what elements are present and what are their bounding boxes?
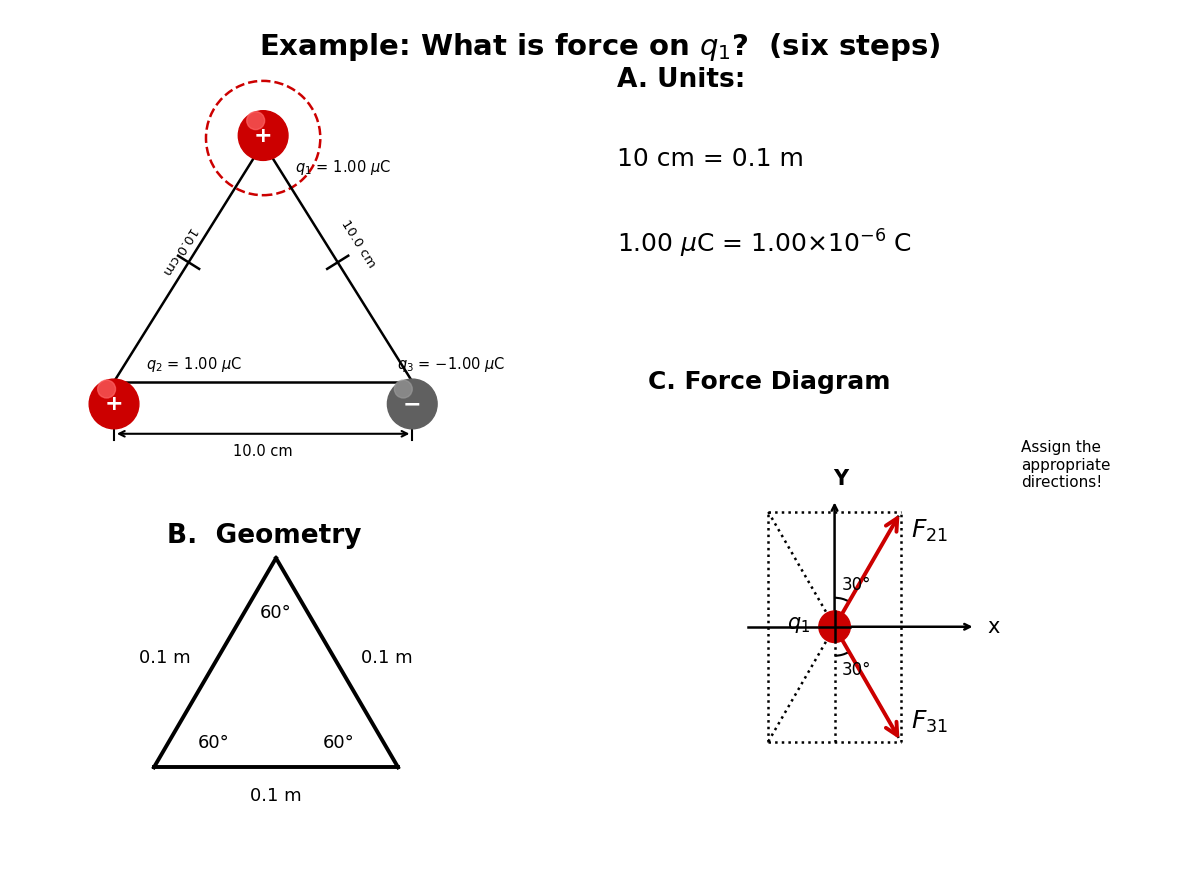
Text: 0.1 m: 0.1 m bbox=[361, 650, 413, 667]
Text: Y: Y bbox=[833, 469, 848, 489]
Text: 30°: 30° bbox=[842, 576, 871, 595]
Text: C. Force Diagram: C. Force Diagram bbox=[648, 370, 890, 394]
Text: $F_{21}$: $F_{21}$ bbox=[911, 518, 948, 544]
Text: 30°: 30° bbox=[842, 661, 871, 679]
Text: $q_3$ = −1.00 $\mu$C: $q_3$ = −1.00 $\mu$C bbox=[397, 355, 505, 374]
Text: 10.0 cm: 10.0 cm bbox=[160, 225, 199, 277]
Circle shape bbox=[818, 611, 851, 643]
Text: 60°: 60° bbox=[260, 603, 292, 622]
Text: $q_2$ = 1.00 $\mu$C: $q_2$ = 1.00 $\mu$C bbox=[146, 355, 242, 374]
Text: 1.00 $\mu$C = 1.00$\times$10$^{-6}$ C: 1.00 $\mu$C = 1.00$\times$10$^{-6}$ C bbox=[617, 228, 912, 260]
Text: 60°: 60° bbox=[323, 734, 354, 752]
Circle shape bbox=[395, 380, 413, 398]
Text: 0.1 m: 0.1 m bbox=[250, 787, 302, 805]
Circle shape bbox=[239, 111, 288, 160]
Circle shape bbox=[89, 379, 139, 429]
Circle shape bbox=[388, 379, 437, 429]
Text: Assign the
appropriate
directions!: Assign the appropriate directions! bbox=[1021, 440, 1110, 490]
Text: +: + bbox=[254, 126, 272, 146]
Text: 10 cm = 0.1 m: 10 cm = 0.1 m bbox=[617, 147, 804, 172]
Text: x: x bbox=[988, 617, 1001, 637]
Text: 10.0 cm: 10.0 cm bbox=[338, 218, 378, 270]
Text: 10.0 cm: 10.0 cm bbox=[233, 444, 293, 459]
Text: $F_{31}$: $F_{31}$ bbox=[911, 709, 948, 735]
Text: −: − bbox=[403, 394, 421, 414]
Text: Example: What is force on $q_1$?  (six steps): Example: What is force on $q_1$? (six st… bbox=[259, 31, 941, 63]
Text: $q_1$: $q_1$ bbox=[787, 615, 810, 635]
Text: A. Units:: A. Units: bbox=[617, 67, 745, 92]
Circle shape bbox=[247, 112, 265, 130]
Text: +: + bbox=[104, 394, 124, 414]
Circle shape bbox=[97, 380, 115, 398]
Text: $q_1$ = 1.00 $\mu$C: $q_1$ = 1.00 $\mu$C bbox=[295, 158, 391, 177]
Text: B.  Geometry: B. Geometry bbox=[167, 523, 361, 549]
Text: 0.1 m: 0.1 m bbox=[139, 650, 191, 667]
Text: 60°: 60° bbox=[198, 734, 229, 752]
